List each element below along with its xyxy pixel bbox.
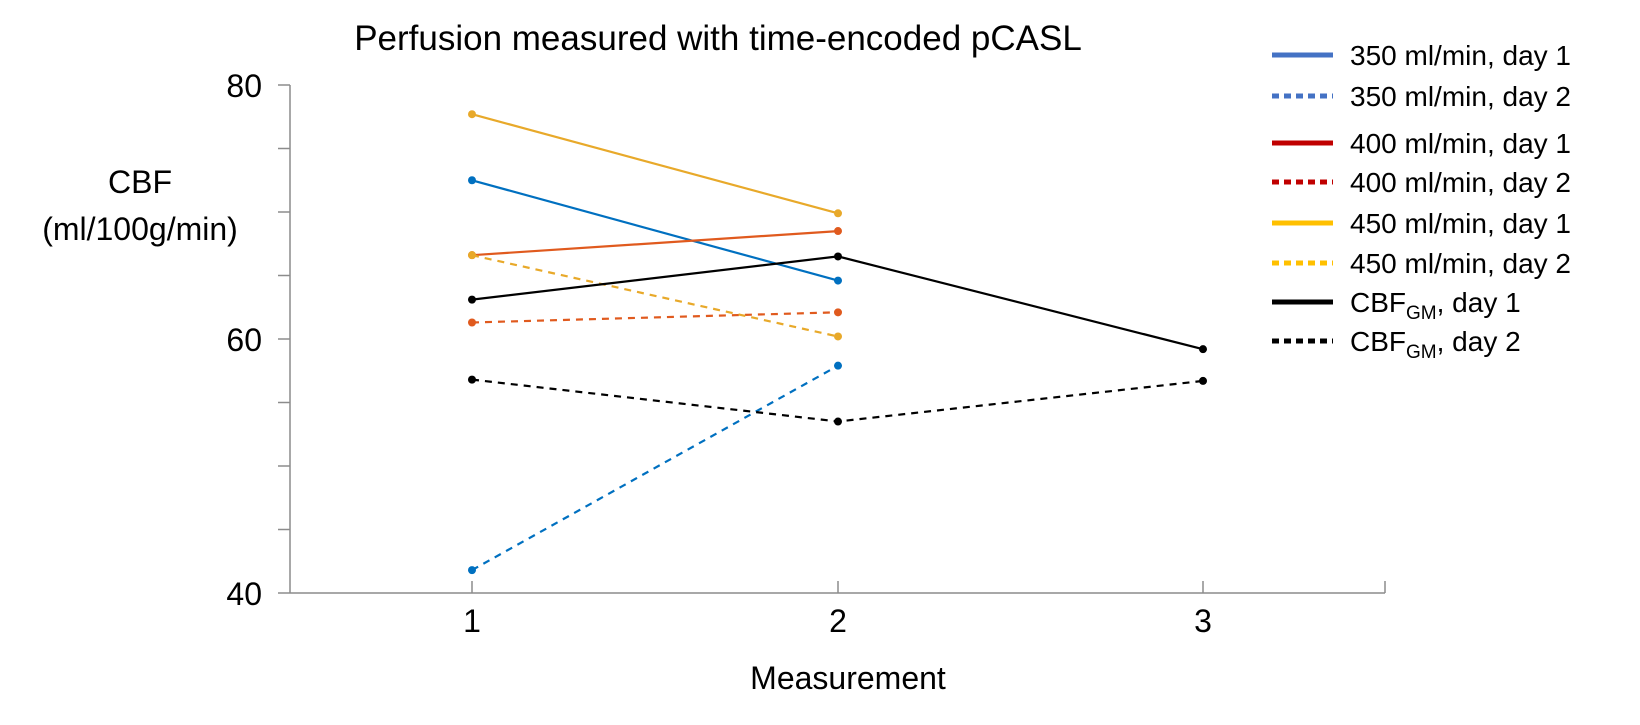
chart-title: Perfusion measured with time-encoded pCA… <box>354 19 1082 58</box>
data-point <box>834 227 842 236</box>
series-line <box>471 378 1204 423</box>
series-450-ml-min-day-1 <box>468 110 842 218</box>
data-point <box>468 251 476 260</box>
data-point <box>468 295 476 304</box>
series-400-ml-min-day-2 <box>468 308 842 327</box>
legend-label: 450 ml/min, day 2 <box>1350 248 1571 279</box>
y-axis-label-line2: (ml/100g/min) <box>42 211 238 247</box>
data-point <box>834 361 842 370</box>
series-layer <box>468 110 1207 575</box>
legend-label: 450 ml/min, day 1 <box>1350 208 1571 239</box>
legend-entry: 350 ml/min, day 2 <box>1272 81 1571 112</box>
series-400-ml-min-day-1 <box>468 227 842 260</box>
series-350-ml-min-day-1 <box>468 176 842 285</box>
series-cbf-gm-day-2 <box>468 375 1207 426</box>
x-axis-label: Measurement <box>750 660 946 696</box>
data-point <box>468 318 476 327</box>
data-point <box>1199 376 1207 385</box>
data-point <box>468 566 476 575</box>
legend-entry: 350 ml/min, day 1 <box>1272 40 1571 71</box>
series-line <box>471 311 839 324</box>
legend-label: CBFGM, day 2 <box>1350 326 1521 363</box>
series-line <box>471 230 839 257</box>
legend-label: 350 ml/min, day 2 <box>1350 81 1571 112</box>
legend-label: 350 ml/min, day 1 <box>1350 40 1571 71</box>
legend-entry: 450 ml/min, day 2 <box>1272 248 1571 279</box>
data-point <box>834 209 842 218</box>
data-point <box>834 417 842 426</box>
series-line <box>471 113 839 215</box>
data-point <box>468 110 476 119</box>
legend-label: CBFGM, day 1 <box>1350 287 1521 324</box>
legend-entry: CBFGM, day 1 <box>1272 287 1521 324</box>
legend-entry: 400 ml/min, day 2 <box>1272 167 1571 198</box>
x-tick-label: 2 <box>829 603 847 639</box>
legend-label: 400 ml/min, day 2 <box>1350 167 1571 198</box>
axes: 40 60 80 1 2 3 <box>226 68 1386 639</box>
legend-entry: CBFGM, day 2 <box>1272 326 1521 363</box>
data-point <box>834 308 842 317</box>
series-line <box>471 254 839 338</box>
y-tick-label: 60 <box>226 322 262 358</box>
y-axis-label-line1: CBF <box>108 164 172 200</box>
y-tick-label: 80 <box>226 68 262 104</box>
data-point <box>468 176 476 185</box>
data-point <box>468 375 476 384</box>
data-point <box>834 276 842 285</box>
legend-label: 400 ml/min, day 1 <box>1350 128 1571 159</box>
series-450-ml-min-day-2 <box>468 251 842 341</box>
series-line <box>471 364 839 572</box>
legend: 350 ml/min, day 1 350 ml/min, day 2 400 ml… <box>1272 40 1571 363</box>
series-cbf-gm-day-1 <box>468 252 1207 354</box>
legend-entry: 450 ml/min, day 1 <box>1272 208 1571 239</box>
data-point <box>1199 345 1207 354</box>
data-point <box>834 332 842 341</box>
data-point <box>834 252 842 261</box>
x-tick-label: 1 <box>463 603 481 639</box>
series-350-ml-min-day-2 <box>468 361 842 575</box>
y-tick-label: 40 <box>226 576 262 612</box>
x-tick-label: 3 <box>1194 603 1212 639</box>
legend-entry: 400 ml/min, day 1 <box>1272 128 1571 159</box>
series-line <box>471 179 839 282</box>
